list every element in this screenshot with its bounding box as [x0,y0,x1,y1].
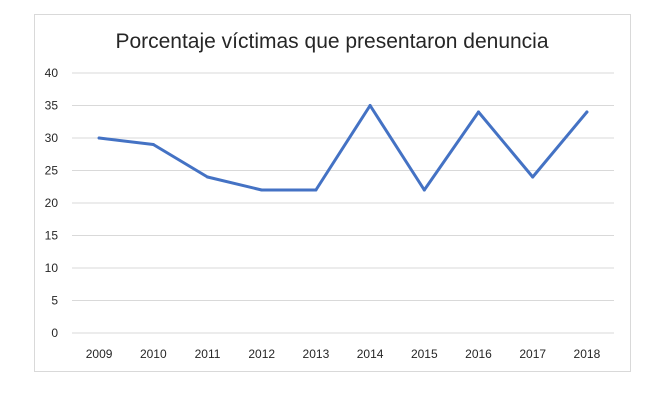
data-point-2018 [585,110,589,114]
y-tick-label: 20 [45,196,59,210]
y-tick-label: 35 [45,99,59,113]
x-tick-label: 2009 [86,347,113,361]
x-tick-label: 2015 [411,347,438,361]
data-point-2012 [260,188,264,192]
y-tick-label: 0 [51,326,58,340]
x-axis-ticks: 2009 2010 2011 2012 2013 2014 2015 2016 2017 2018 [86,347,601,361]
y-tick-label: 10 [45,261,59,275]
x-tick-label: 2014 [357,347,384,361]
data-point-2010 [151,143,155,146]
x-tick-label: 2013 [303,347,330,361]
x-tick-label: 2017 [519,347,546,361]
x-tick-label: 2018 [574,347,601,361]
y-axis-ticks: 0 5 10 15 20 25 30 35 40 [45,66,59,340]
series-line [97,104,589,192]
data-point-2014 [368,104,372,107]
data-point-2009 [97,136,101,140]
data-point-2015 [422,188,426,192]
data-point-2017 [531,175,535,179]
data-point-2013 [314,188,318,192]
y-tick-label: 30 [45,131,59,145]
x-tick-label: 2010 [140,347,167,361]
data-point-2011 [206,175,209,179]
y-tick-label: 15 [45,229,59,243]
chart-title: Porcentaje víctimas que presentaron denu… [115,30,548,53]
gridlines [72,72,614,334]
x-tick-label: 2011 [195,347,221,361]
y-tick-label: 5 [51,294,58,308]
y-tick-label: 25 [45,164,59,178]
data-point-2016 [477,110,480,114]
series-layer [97,104,589,192]
y-tick-label: 40 [45,66,59,80]
chart-frame [34,14,631,372]
x-tick-label: 2012 [248,347,275,361]
x-tick-label: 2016 [465,347,492,361]
